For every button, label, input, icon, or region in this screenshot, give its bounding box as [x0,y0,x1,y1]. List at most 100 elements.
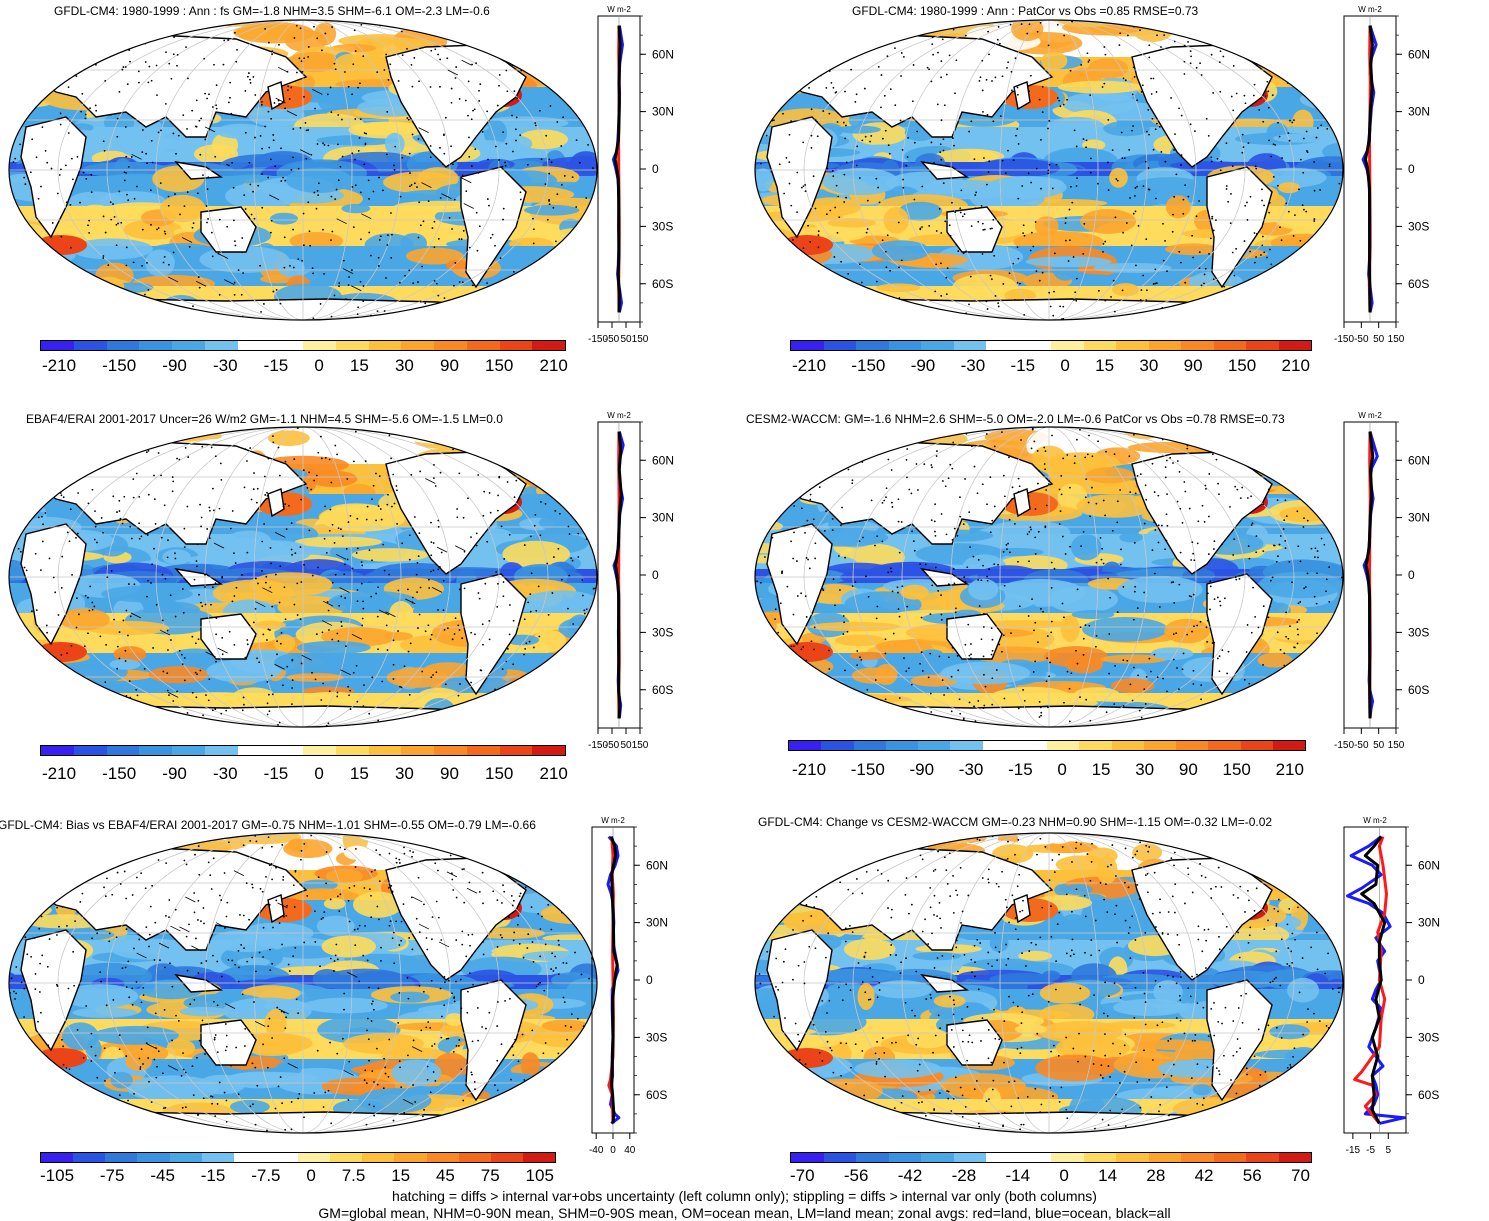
stipple-dot [843,201,846,203]
stipple-dot [919,228,922,231]
stipple-dot [936,450,938,452]
stipple-dot [46,631,48,634]
stipple-dot [428,587,431,589]
stipple-dot [361,564,364,567]
colorbar-tick-label: 15 [1091,760,1111,779]
stipple-dot [38,991,41,993]
stipple-dot [1018,605,1021,608]
stipple-dot [60,494,63,497]
stipple-dot [497,494,499,497]
stipple-dot [1089,171,1092,174]
stipple-dot [293,458,296,461]
stippling [756,427,1343,723]
stipple-dot [455,1045,458,1047]
stipple-dot [116,117,119,120]
stipple-dot [553,556,555,558]
stipple-dot [40,915,43,918]
stipple-dot [1195,66,1198,69]
stipple-dot [921,670,924,672]
stipple-dot [1152,283,1155,285]
stipple-dot [940,232,943,234]
stipple-dot [877,65,880,68]
stipple-dot [251,886,254,889]
stipple-dot [505,660,508,663]
stipple-dot [458,1039,461,1041]
hatch-line [205,651,216,658]
stipple-dot [1063,701,1065,704]
hatch-line [262,587,273,594]
stipple-dot [226,901,229,904]
stipple-dot [1065,239,1067,242]
stipple-dot [249,1105,252,1108]
stipple-dot [249,183,252,186]
stipple-dot [991,227,993,230]
stipple-dot [160,129,162,132]
stipple-dot [519,134,522,137]
stipple-dot [851,585,854,588]
stipple-dot [153,547,155,550]
stipple-dot [409,172,411,174]
stipple-dot [361,624,364,627]
stipple-dot [1285,611,1288,614]
field-blob [466,289,535,306]
stipple-dot [1208,473,1211,475]
stipple-dot [100,980,103,983]
stipple-dot [142,1063,144,1065]
stipple-dot [512,1054,515,1057]
stipple-dot [953,527,956,530]
stipple-dot [991,519,994,522]
stipple-dot [210,888,213,890]
stipple-dot [476,249,479,252]
stipple-dot [450,101,453,104]
stipple-dot [91,488,94,491]
stipple-dot [519,892,522,895]
field-blob [1273,133,1332,143]
stipple-dot [1165,459,1168,462]
stipple-dot [162,1107,165,1110]
stipple-dot [1250,524,1253,526]
stipple-dot [1238,578,1241,580]
stipple-dot [284,107,287,110]
stipple-dot [1048,480,1050,482]
field-blob [316,915,355,937]
stipple-dot [1035,270,1038,273]
stipple-dot [475,211,478,214]
stipple-dot [1029,74,1032,77]
stipple-dot [397,1021,400,1024]
stipple-dot [39,1011,42,1014]
stipple-dot [351,186,354,188]
stipple-dot [139,1066,142,1068]
stipple-dot [539,109,541,112]
stipple-dot [1007,149,1009,152]
stipple-dot [44,149,47,152]
field-blob [1103,120,1151,137]
stipple-dot [1285,202,1288,205]
stipple-dot [1055,163,1058,166]
stipple-dot [282,505,285,508]
field-blob [1269,625,1331,641]
stipple-dot [985,433,988,435]
stipple-dot [136,694,139,697]
stipple-dot [533,524,536,527]
stipple-dot [363,684,365,686]
stipple-dot [410,473,413,476]
stipple-dot [1103,82,1106,85]
stipple-dot [173,36,175,39]
stipple-dot [433,220,436,223]
graticule-lon [803,20,1295,320]
field-blob [1110,678,1155,694]
stipple-dot [194,671,197,674]
stipple-dot [1082,531,1085,533]
stipple-dot [415,917,418,920]
stipple-dot [779,602,782,605]
stipple-dot [1027,615,1030,617]
stipple-dot [1145,498,1148,501]
coastline [791,298,1293,320]
stipple-dot [338,285,340,288]
stipple-dot [1218,493,1220,496]
stipple-dot [1169,456,1172,459]
stipple-dot [123,870,126,873]
stipple-dot [1165,539,1168,542]
stipple-dot [1155,91,1158,93]
stipple-dot [145,1042,148,1045]
